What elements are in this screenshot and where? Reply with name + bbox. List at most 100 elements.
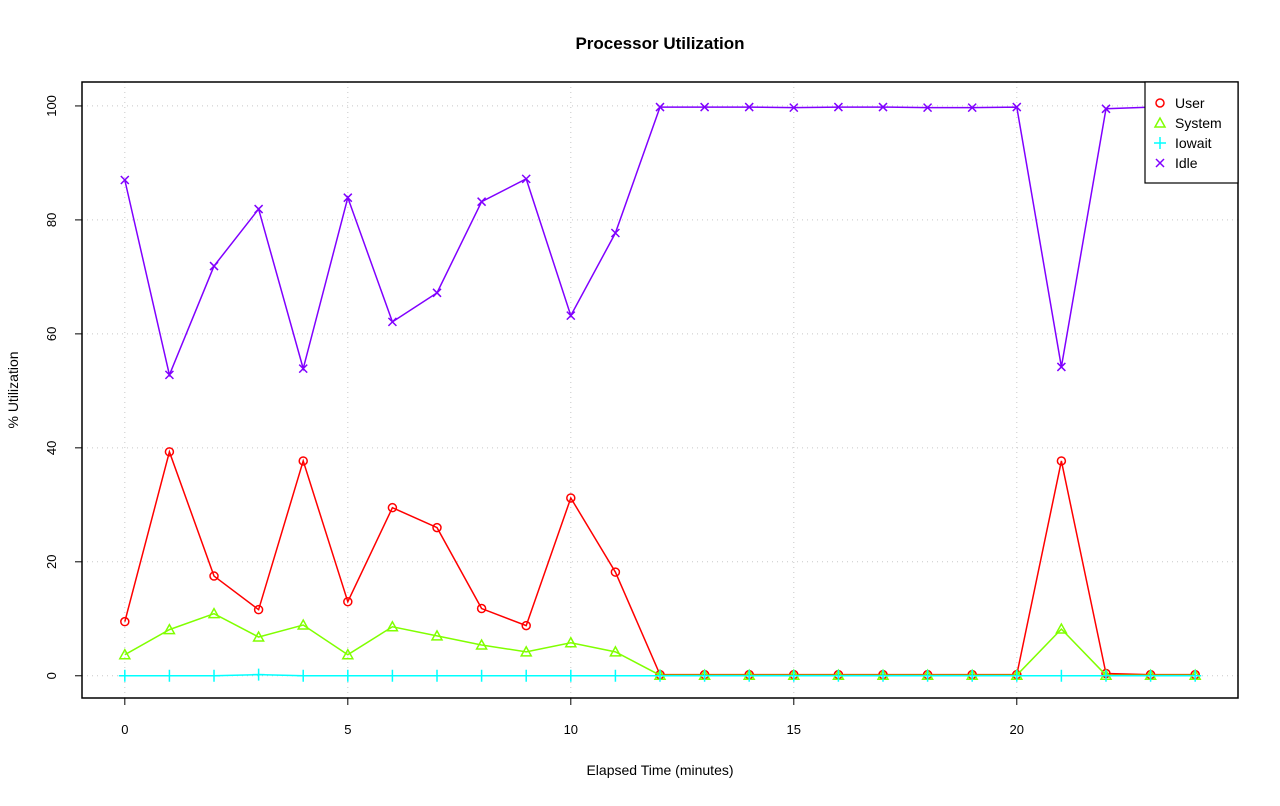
point-iowait [208, 669, 221, 682]
series-iowait [118, 668, 1202, 682]
line-system [124, 612, 1196, 676]
point-system [609, 645, 622, 657]
point-user [566, 493, 576, 503]
legend-marker-system [1153, 116, 1167, 128]
grid [82, 82, 1238, 698]
series-user [120, 447, 1200, 680]
point-idle [298, 364, 308, 374]
point-iowait [787, 669, 800, 682]
y-axis-label: % Utilization [5, 351, 21, 428]
y-tick-label: 60 [44, 327, 59, 341]
point-user [209, 571, 219, 581]
legend-marker-iowait [1154, 137, 1166, 149]
x-axis-label: Elapsed Time (minutes) [586, 762, 733, 778]
legend-marker-user [1155, 98, 1165, 108]
point-idle [878, 102, 888, 112]
point-user [1056, 456, 1067, 466]
point-idle [967, 103, 977, 113]
point-idle [164, 370, 174, 380]
point-idle [833, 102, 843, 112]
point-user [610, 567, 621, 577]
series-layer [118, 102, 1202, 682]
y-tick-label: 80 [44, 213, 59, 227]
point-idle [387, 317, 397, 327]
point-user [343, 596, 353, 607]
point-iowait [921, 669, 934, 682]
point-iowait [252, 668, 265, 681]
point-system [564, 636, 578, 648]
point-idle [744, 102, 754, 112]
point-idle [1012, 102, 1022, 112]
point-system [1055, 622, 1068, 634]
point-idle [923, 103, 933, 113]
point-iowait [341, 669, 354, 682]
legend-marker-idle [1155, 158, 1165, 168]
point-iowait [743, 669, 756, 682]
line-user [124, 449, 1196, 676]
point-system [296, 618, 310, 630]
point-iowait [1144, 669, 1157, 682]
y-tick-label: 40 [44, 441, 59, 455]
point-iowait [520, 669, 533, 682]
point-user [253, 604, 264, 615]
point-system [118, 648, 132, 660]
point-iowait [876, 669, 889, 682]
legend-label-user: User [1175, 95, 1205, 111]
point-user [387, 502, 398, 513]
point-idle [610, 228, 620, 238]
point-system [252, 630, 265, 642]
point-iowait [564, 669, 577, 682]
legend-label-idle: Idle [1175, 155, 1198, 171]
point-user [120, 616, 130, 627]
point-idle [655, 102, 665, 112]
point-system [163, 623, 176, 635]
point-system [207, 607, 221, 619]
x-tick-label: 0 [121, 722, 128, 737]
legend-label-system: System [1175, 115, 1222, 131]
x-tick-label: 15 [787, 722, 801, 737]
point-idle [120, 175, 130, 185]
x-tick-label: 20 [1010, 722, 1024, 737]
line-idle [124, 106, 1196, 378]
y-tick-label: 0 [44, 672, 59, 679]
point-idle [521, 174, 531, 184]
point-iowait [609, 669, 622, 682]
series-idle [120, 102, 1200, 380]
point-iowait [1099, 669, 1112, 682]
point-system [430, 629, 444, 641]
legend-label-iowait: Iowait [1175, 135, 1212, 151]
point-idle [1056, 362, 1066, 372]
point-idle [789, 103, 799, 113]
point-idle [432, 288, 442, 298]
point-iowait [297, 669, 310, 682]
y-tick-label: 20 [44, 555, 59, 569]
point-iowait [832, 669, 845, 682]
point-user [432, 522, 442, 533]
axes: 0 5 10 15 20 0 20 40 60 80 100 [44, 95, 1024, 737]
point-user [298, 456, 308, 466]
point-system [519, 645, 533, 657]
point-idle [1101, 104, 1111, 114]
x-tick-label: 5 [344, 722, 351, 737]
point-iowait [1189, 669, 1202, 682]
point-iowait [966, 669, 979, 682]
point-idle [209, 261, 219, 271]
point-user [164, 447, 175, 457]
point-idle [700, 102, 710, 112]
point-idle [343, 193, 353, 203]
point-idle [477, 197, 487, 207]
point-system [475, 638, 488, 650]
x-tick-label: 10 [564, 722, 578, 737]
point-user [476, 603, 487, 614]
y-tick-label: 100 [44, 95, 59, 117]
point-iowait [163, 669, 176, 682]
point-iowait [431, 669, 444, 682]
point-iowait [475, 669, 488, 682]
point-idle [566, 311, 576, 321]
point-iowait [1055, 669, 1068, 682]
point-iowait [1010, 669, 1023, 682]
legend: User System Iowait Idle [1144, 81, 1239, 184]
point-iowait [386, 669, 399, 682]
point-user [521, 620, 531, 631]
plot-frame [81, 81, 1239, 699]
